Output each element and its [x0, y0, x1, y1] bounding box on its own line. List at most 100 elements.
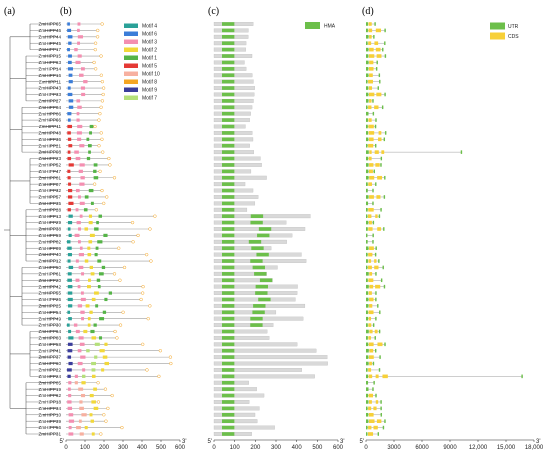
panel-label-c: (c)	[208, 6, 219, 17]
utr-block	[366, 188, 368, 193]
legend-label: Motif 5	[142, 64, 157, 70]
gene-label: ZmHIPP50	[39, 265, 62, 270]
cds-block	[368, 323, 372, 327]
panel-label-d: (d)	[362, 6, 374, 17]
motif-block	[67, 349, 73, 353]
motif-block	[67, 35, 73, 39]
motif-end-cap	[153, 214, 157, 218]
hma-domain	[222, 310, 235, 315]
cds-block	[382, 374, 388, 379]
utr-block	[379, 355, 381, 359]
utr-block	[378, 73, 381, 78]
utr-block	[376, 60, 378, 65]
utr-block	[372, 361, 375, 366]
cds-block	[378, 131, 382, 135]
motif-block	[83, 80, 88, 84]
motif-end-label: 3'	[182, 439, 186, 445]
hma-domain	[222, 336, 235, 340]
motif-block	[97, 259, 102, 263]
motif-block	[67, 176, 71, 180]
motif-block	[67, 355, 72, 359]
gene-label: ZmHIPP58	[39, 342, 62, 347]
motif-block	[80, 176, 85, 180]
motif-block	[79, 201, 85, 205]
hma-domain	[250, 214, 264, 218]
protein-bar	[213, 412, 256, 417]
gene-label: ZmHIPP18	[39, 400, 62, 405]
motif-block	[67, 278, 72, 282]
hma-domain	[222, 374, 235, 379]
protein-bar	[213, 355, 328, 360]
hma-domain	[255, 284, 268, 289]
structure-tick-label: 0	[364, 445, 368, 451]
motif-block	[75, 329, 80, 334]
motif-block	[99, 349, 105, 353]
motif-end-cap	[115, 336, 119, 340]
motif-end-cap	[103, 387, 108, 391]
hma-domain	[222, 425, 235, 430]
motif-tick-label: 600	[175, 445, 186, 451]
cds-block	[368, 393, 374, 398]
structure-end-label: 3'	[536, 439, 540, 445]
motif-block	[93, 176, 99, 180]
motif-block	[68, 188, 73, 193]
motif-block	[68, 201, 74, 205]
utr-block	[374, 348, 377, 353]
motif-block	[90, 419, 94, 423]
hma-domain	[222, 316, 235, 321]
utr-block	[366, 419, 369, 423]
hma-domain	[222, 175, 235, 180]
motif-block	[67, 208, 71, 212]
protein-bar	[213, 406, 260, 411]
motif-block	[68, 265, 74, 270]
motif-end-cap	[97, 144, 101, 148]
domain-end-label: 3'	[340, 439, 344, 445]
utr-block	[366, 240, 368, 244]
hma-domain	[253, 304, 266, 308]
motif-block	[76, 220, 81, 225]
motif-block	[68, 432, 74, 436]
utr-block	[366, 348, 369, 353]
motif-block	[68, 99, 74, 103]
protein-bar	[213, 335, 270, 340]
gene-label: ZmHIPP45	[39, 41, 62, 46]
motif-block	[96, 278, 101, 282]
motif-block	[78, 253, 85, 257]
utr-block	[379, 79, 381, 84]
cds-block	[375, 47, 381, 52]
motif-block	[87, 317, 91, 321]
hma-domain	[222, 412, 235, 417]
hma-domain	[222, 329, 235, 334]
motif-block	[75, 156, 81, 161]
motif-end-cap	[145, 252, 149, 257]
motif-block	[93, 169, 97, 173]
utr-block	[379, 310, 381, 315]
utr-block	[366, 227, 368, 231]
cds-block	[374, 150, 379, 154]
motif-block	[98, 272, 104, 276]
motif-end-cap	[92, 182, 97, 186]
motif-block	[84, 227, 88, 231]
gene-label: ZmHIPP23	[39, 156, 62, 161]
utr-block	[384, 41, 386, 46]
utr-block	[366, 259, 368, 263]
cds-block	[368, 143, 374, 148]
utr-block	[384, 419, 386, 423]
motif-block	[89, 124, 94, 129]
cds-block	[375, 284, 381, 289]
hma-domain	[222, 67, 235, 71]
motif-end-cap	[157, 374, 161, 378]
motif-block	[79, 342, 85, 346]
hma-domain	[258, 297, 271, 302]
motif-block	[104, 361, 110, 366]
hma-domain	[222, 297, 235, 302]
utr-block	[382, 425, 385, 430]
hma-domain	[222, 342, 235, 347]
utr-block	[380, 278, 383, 283]
utr-block	[366, 150, 369, 154]
hma-domain	[222, 124, 235, 129]
motif-end-cap	[130, 220, 135, 225]
utr-block	[366, 22, 368, 26]
motif-block	[68, 336, 74, 340]
utr-block	[366, 156, 369, 161]
